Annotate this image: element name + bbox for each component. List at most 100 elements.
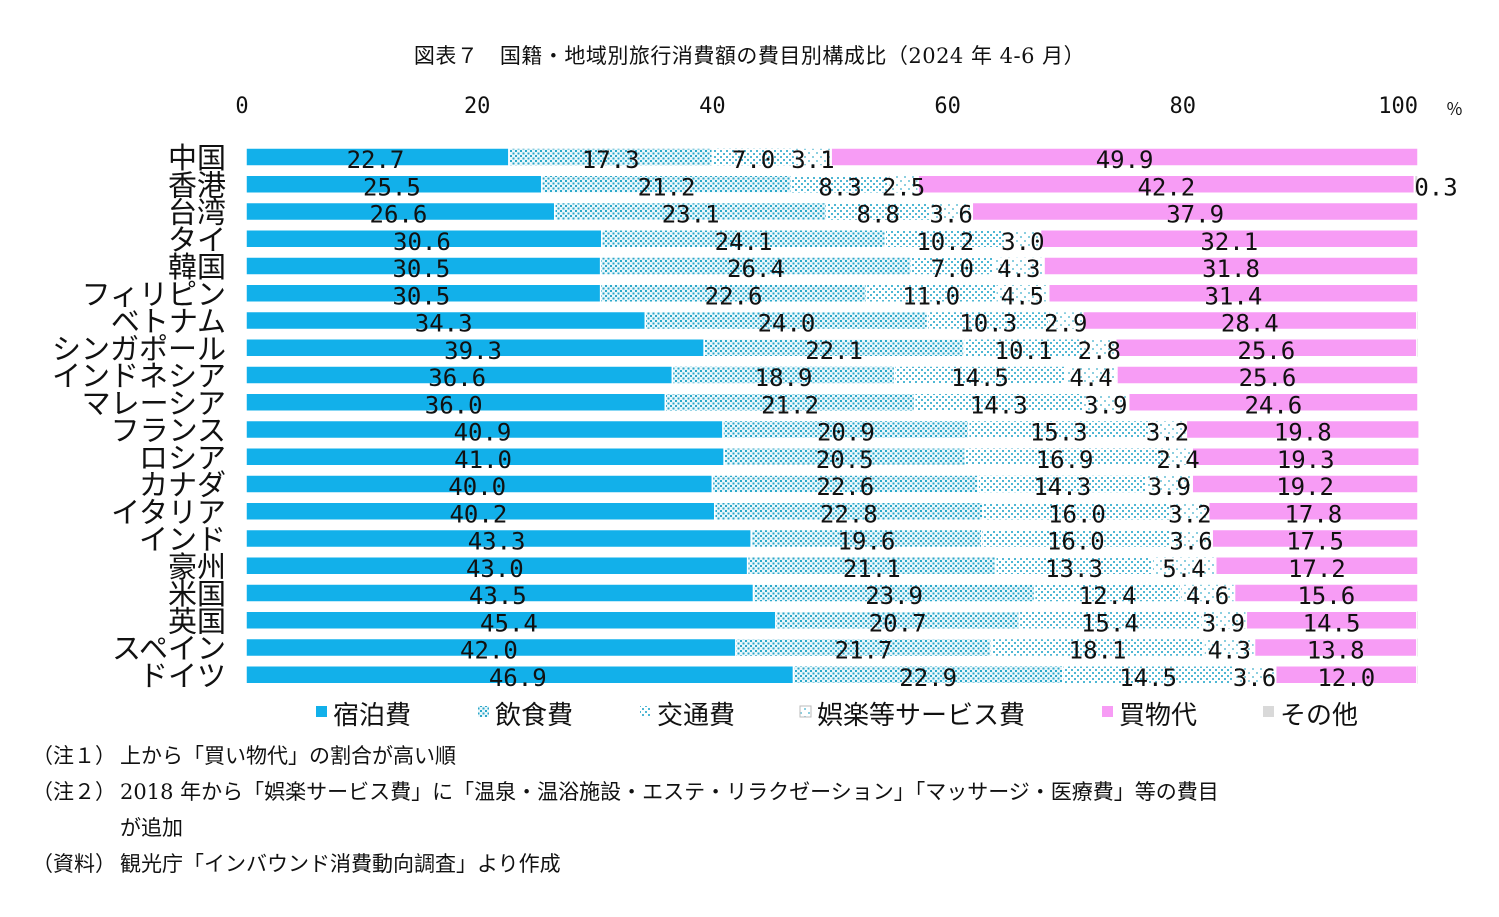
bar-segment — [1233, 583, 1419, 603]
data-label: 22.6 — [816, 473, 874, 501]
bar-segment — [1039, 229, 1419, 249]
data-label: 14.5 — [1303, 609, 1361, 637]
data-label: 2.9 — [1044, 310, 1087, 338]
note-source-tag: （資料） — [32, 852, 116, 876]
x-tick-label: 80 — [1170, 94, 1197, 119]
data-label: 41.0 — [454, 446, 512, 474]
data-label: 36.6 — [428, 364, 486, 392]
data-label: 42.2 — [1137, 173, 1195, 201]
data-label: 3.2 — [1168, 500, 1211, 528]
data-label: 3.2 — [1146, 419, 1189, 447]
bar-segment — [1115, 338, 1418, 358]
data-label: 17.3 — [582, 146, 640, 174]
data-label: 7.0 — [931, 255, 974, 283]
data-label: 13.8 — [1307, 637, 1365, 665]
data-label: 14.5 — [951, 364, 1009, 392]
category-label: タイ — [168, 223, 226, 257]
data-label: 31.4 — [1204, 282, 1262, 310]
data-label: 3.0 — [1001, 228, 1044, 256]
data-label: 3.6 — [1169, 528, 1212, 556]
category-label: フランス — [111, 414, 226, 448]
data-label: 24.6 — [1244, 391, 1302, 419]
category-label: ドイツ — [139, 659, 226, 693]
bar-segment — [1214, 556, 1419, 576]
category-label: インド — [139, 523, 226, 557]
data-label: 46.9 — [489, 664, 547, 692]
data-label: 2.5 — [882, 173, 925, 201]
data-label: 3.9 — [1202, 609, 1245, 637]
data-label: 15.4 — [1081, 609, 1139, 637]
data-label: 20.5 — [816, 446, 874, 474]
data-label: 36.0 — [425, 391, 483, 419]
category-label: 韓国 — [168, 250, 226, 284]
data-label: 19.8 — [1274, 419, 1332, 447]
bar-segment — [1211, 528, 1419, 549]
x-unit-label: ％ — [1446, 100, 1463, 120]
category-label: 英国 — [168, 604, 226, 638]
note-source: （資料） 観光庁「インバウンド消費動向調査」より作成 — [32, 848, 561, 878]
data-label: 25.6 — [1237, 337, 1295, 365]
data-label: 34.3 — [415, 310, 473, 338]
data-label: 4.3 — [997, 255, 1040, 283]
category-label: 中国 — [168, 141, 226, 175]
data-label: 4.3 — [1208, 637, 1251, 665]
category-label: スペイン — [112, 632, 226, 666]
note-1-text: 上から「買い物代」の割合が高い順 — [120, 744, 456, 768]
category-label: マレーシア — [82, 386, 226, 420]
data-label: 43.5 — [469, 582, 527, 610]
data-label: 43.3 — [468, 528, 526, 556]
category-label: 豪州 — [168, 550, 226, 584]
note-2-text: 2018 年から「娯楽サービス費」に「温泉・温浴施設・エステ・リラクゼーション」… — [120, 780, 1219, 804]
note-2-tag: （注２） — [32, 780, 116, 804]
data-label: 3.6 — [929, 201, 972, 229]
data-label: 30.5 — [392, 255, 450, 283]
category-label: フィリピン — [82, 277, 226, 311]
data-label: 17.8 — [1284, 500, 1342, 528]
data-label: 28.4 — [1221, 310, 1279, 338]
note-1: （注１） 上から「買い物代」の割合が高い順 — [32, 740, 456, 770]
data-label: 17.5 — [1286, 528, 1344, 556]
data-label: 14.3 — [1033, 473, 1091, 501]
data-label: 31.8 — [1202, 255, 1260, 283]
data-label: 21.2 — [638, 173, 696, 201]
x-tick-label: 40 — [699, 94, 726, 119]
legend-swatch — [1263, 706, 1274, 717]
legend-swatch — [478, 706, 489, 717]
x-tick-label: 100 — [1378, 94, 1418, 119]
data-label: 14.5 — [1119, 664, 1177, 692]
data-label: 12.4 — [1079, 582, 1137, 610]
chart-title: 図表７ 国籍・地域別旅行消費額の費目別構成比（2024 年 4-6 月） — [413, 44, 1086, 68]
data-label: 5.4 — [1162, 555, 1205, 583]
bar-segment — [1116, 365, 1419, 385]
legend-swatch — [316, 706, 327, 717]
bar-segment — [1207, 501, 1419, 521]
bar-segment — [1191, 474, 1419, 494]
data-label: 21.2 — [761, 391, 819, 419]
data-label: 22.9 — [899, 664, 957, 692]
data-label: 3.6 — [1233, 664, 1276, 692]
category-label: 台湾 — [168, 196, 226, 230]
data-label: 16.0 — [1047, 528, 1105, 556]
bar-segment — [1191, 447, 1420, 467]
data-label: 32.1 — [1200, 228, 1258, 256]
x-tick-label: 20 — [464, 94, 491, 119]
data-label: 13.3 — [1045, 555, 1103, 583]
data-label: 24.0 — [758, 310, 816, 338]
category-label: ベトナム — [111, 305, 226, 339]
category-label: カナダ — [139, 468, 226, 502]
data-label: 2.4 — [1156, 446, 1199, 474]
data-label: 22.7 — [347, 146, 405, 174]
data-label: 4.5 — [1001, 282, 1044, 310]
data-label: 25.6 — [1239, 364, 1297, 392]
data-label: 26.4 — [727, 255, 785, 283]
data-label: 3.9 — [1084, 391, 1127, 419]
data-label: 4.6 — [1186, 582, 1229, 610]
bar-segment — [1274, 665, 1418, 685]
data-label: 22.6 — [705, 282, 763, 310]
note-source-text: 観光庁「インバウンド消費動向調査」より作成 — [120, 852, 561, 876]
data-label: 45.4 — [480, 609, 538, 637]
bar-segment — [1185, 419, 1420, 440]
data-label: 17.2 — [1288, 555, 1346, 583]
legend-swatch — [799, 705, 812, 718]
note-2: （注２） 2018 年から「娯楽サービス費」に「温泉・温浴施設・エステ・リラクゼー… — [32, 776, 1219, 806]
